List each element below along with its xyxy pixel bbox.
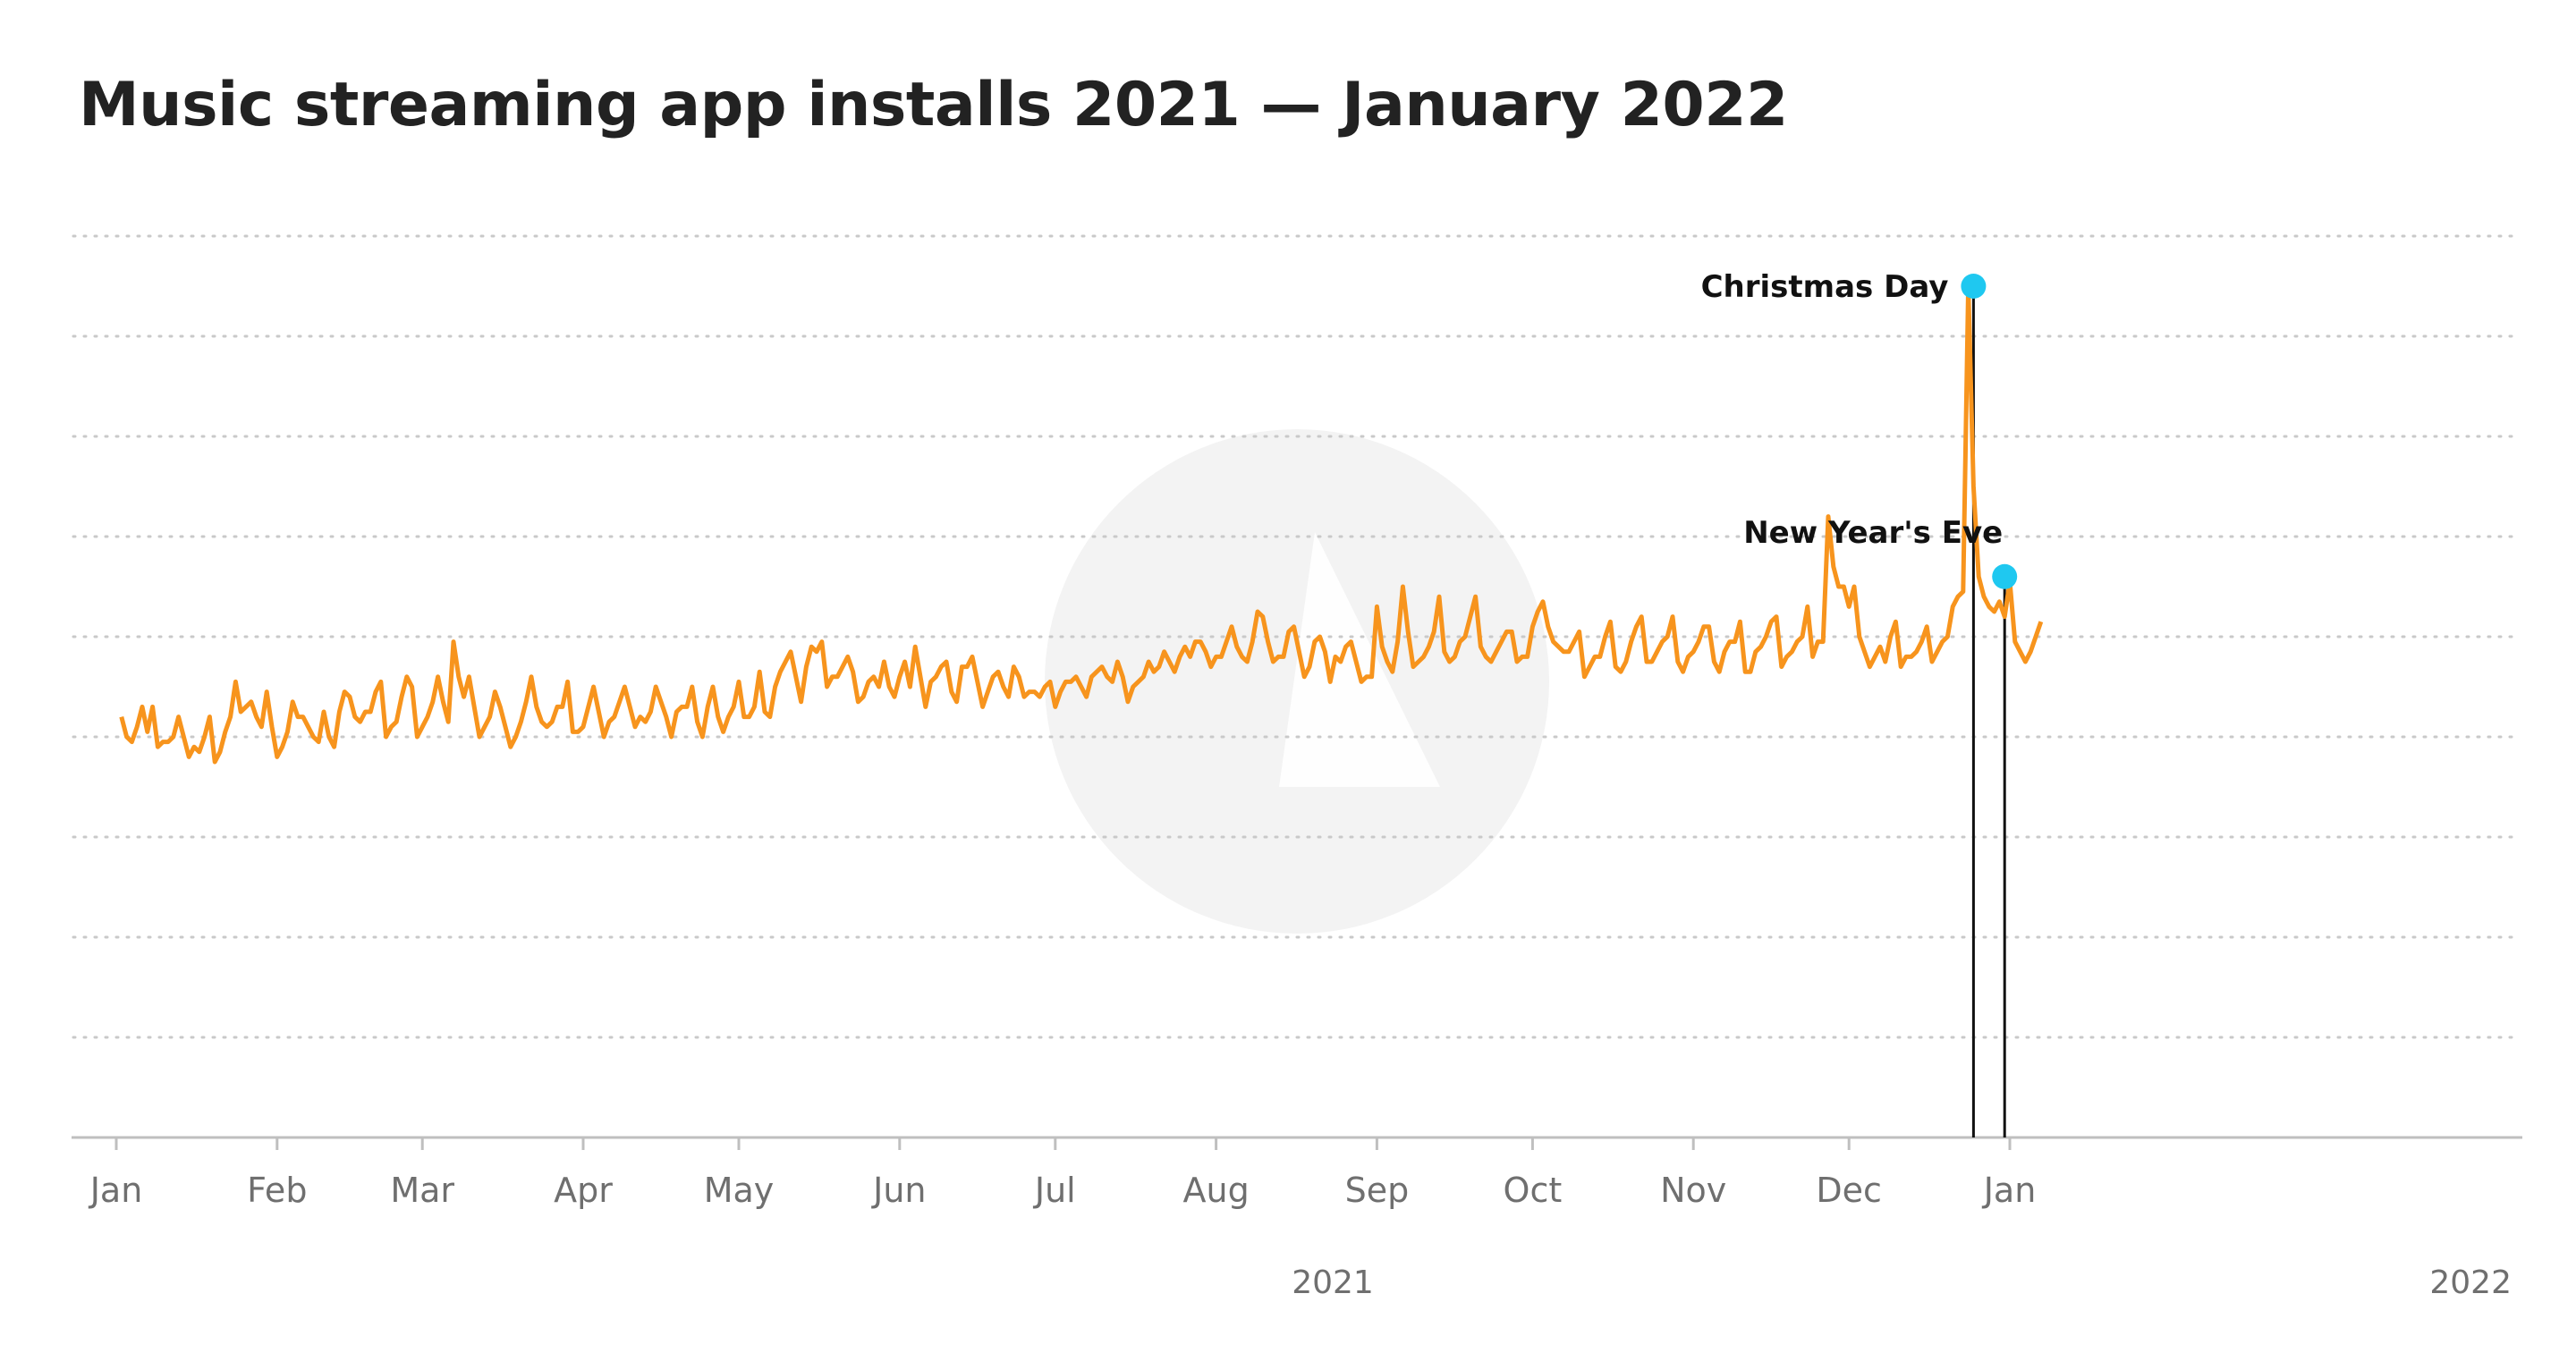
year-label-2022: 2022 xyxy=(2429,1264,2512,1301)
chart-title: Music streaming app installs 2021 — Janu… xyxy=(79,70,1788,140)
year-label-2021: 2021 xyxy=(1292,1264,1374,1301)
x-tick-label: Sep xyxy=(1345,1171,1410,1210)
x-tick-label: Jun xyxy=(871,1171,926,1210)
x-tick-label: Jan xyxy=(89,1171,143,1210)
x-axis-ticks: Jan Feb Mar Apr May Jun Jul Aug Sep Oct Nov Dec Jan xyxy=(89,1137,2037,1210)
annotation-marker xyxy=(1992,563,2018,589)
annotation-marker xyxy=(1961,274,1987,299)
x-tick-label: Oct xyxy=(1504,1171,1563,1210)
x-tick-label: Mar xyxy=(390,1171,454,1210)
x-tick-label: Nov xyxy=(1660,1171,1726,1210)
annotation-lines xyxy=(1971,286,2006,1137)
year-labels: 2021 2022 xyxy=(1292,1264,2512,1301)
x-tick-label: Dec xyxy=(1816,1171,1882,1210)
x-tick-label: Apr xyxy=(554,1171,613,1210)
x-tick-label: Aug xyxy=(1182,1171,1249,1210)
annotation-label: New Year's Eve xyxy=(1743,515,2003,551)
x-tick-label: Feb xyxy=(247,1171,307,1210)
annotation-label: Christmas Day xyxy=(1701,269,1949,305)
x-tick-label: May xyxy=(704,1171,775,1210)
x-tick-label: Jan xyxy=(1982,1171,2037,1210)
watermark-logo xyxy=(1045,429,1549,934)
annotation-markers: Christmas Day New Year's Eve xyxy=(1701,269,2018,589)
x-tick-label: Jul xyxy=(1033,1171,1076,1210)
installs-line xyxy=(119,283,2044,765)
